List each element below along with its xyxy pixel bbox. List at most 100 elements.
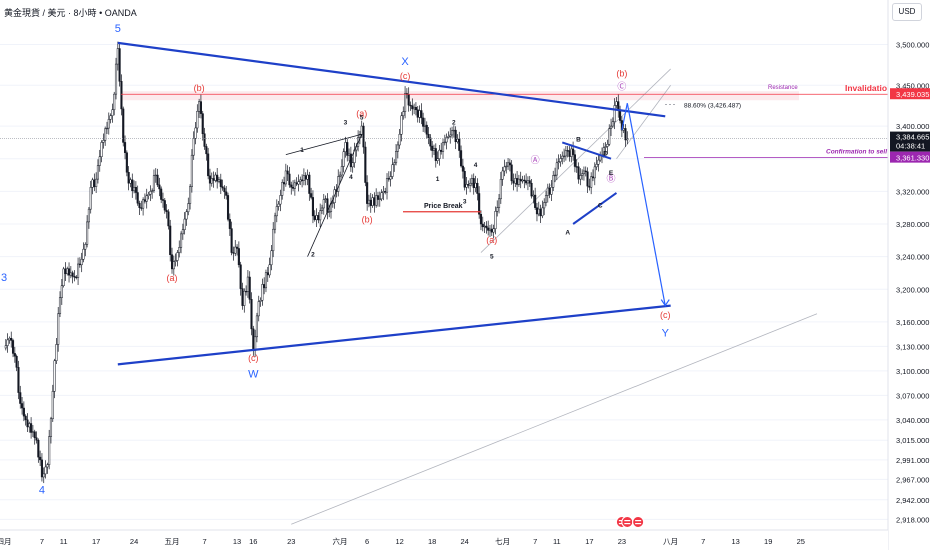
candle-up [496,207,499,212]
candle-down [78,263,81,266]
candle-up [129,179,132,184]
candle-up [604,146,607,148]
candle-down [40,459,43,478]
candle-up [483,225,486,228]
candle-down [161,199,165,201]
candle-down [24,415,27,421]
candle-down [288,173,291,186]
candle-up [284,170,287,185]
candle-up [89,187,92,210]
candle-up [371,197,374,206]
candle-up [550,187,553,195]
candle-up [331,202,334,204]
candle-up [389,176,392,180]
confirmation-label: Confirmation to sell [826,149,887,156]
candle-up [497,198,501,208]
retracement-label: 88.60% (3,426.487) [684,102,741,109]
header-separator: • [99,8,103,18]
candle-down [19,392,22,404]
candle-up [501,170,504,180]
x-tick-label: 六月 [333,536,348,546]
candle-up [613,105,616,123]
candle-down [35,437,38,441]
candle-up [579,175,582,180]
candle-up [626,138,629,141]
candle-down [158,184,161,190]
candle-down [120,81,123,110]
candle-up [514,178,517,184]
candle-down [431,145,434,151]
candle-down [373,197,376,206]
candle-down [26,419,29,428]
candle-up [272,228,275,252]
confirmation-tag-bg [890,151,930,163]
candle-up [443,141,446,144]
candle-down [460,150,463,167]
candle-up [595,164,598,168]
candle-up [492,228,495,233]
y-tick-label: 3,160.000 [896,318,929,327]
candle-down [118,48,121,82]
time-axis-bg [0,530,888,550]
y-tick-label: 3,100.000 [896,367,929,376]
candle-down [122,108,125,143]
interval-label[interactable]: 8小時 [73,8,97,18]
candle-down [228,219,231,229]
candle-up [570,148,573,157]
candle-down [201,113,204,135]
candle-down [429,137,432,147]
y-tick-label: 2,918.000 [896,515,929,524]
candle-down [22,407,25,417]
wave-label: Y [662,328,670,340]
candle-up [192,138,195,156]
wave-label: 5 [115,23,121,35]
resistance-zone [121,91,799,101]
candle-up [328,211,331,213]
candle-up [380,192,383,200]
candle-down [212,178,215,181]
candle-down [160,188,163,200]
candle-up [174,260,177,262]
candle-down [205,146,208,155]
candle-up [152,175,156,191]
candle-down [479,213,483,225]
candle-down [362,125,365,148]
candle-up [142,199,145,209]
candle-down [369,199,372,206]
x-tick-label: 17 [585,537,593,546]
candle-up [503,166,506,172]
candle-down [292,187,295,189]
candle-up [340,166,343,176]
candle-up [57,313,60,345]
wave-label: Ⓐ [531,155,540,165]
candle-up [257,301,260,317]
x-tick-label: 17 [92,537,100,546]
last-price-tag-bg [890,131,930,152]
symbol-name[interactable]: 黄金現貨 / 美元 [4,8,66,18]
candle-down [624,128,627,141]
broker-label: OANDA [104,8,137,18]
candle-up [608,128,611,145]
y-tick-label: 3,015.000 [896,436,929,445]
x-tick-label: 11 [553,537,561,546]
candle-up [507,162,510,167]
candle-down [508,162,511,166]
candle-down [490,228,493,233]
candle-down [282,182,286,185]
candle-up [145,195,148,202]
currency-button[interactable]: USD [892,3,922,21]
wave-label: 3 [344,119,348,126]
x-tick-label: 23 [618,537,626,546]
confirmation-tag: 3,361.330 [896,154,929,163]
candle-down [425,124,428,135]
candle-up [6,339,9,346]
candle-up [53,360,56,392]
y-tick-label: 2,991.000 [896,456,929,465]
candle-down [248,276,251,300]
candle-up [187,203,190,213]
candle-down [125,152,128,173]
candle-up [299,179,302,182]
symbol-header: 黄金現貨 / 美元 · 8小時 • OANDA [4,8,137,18]
